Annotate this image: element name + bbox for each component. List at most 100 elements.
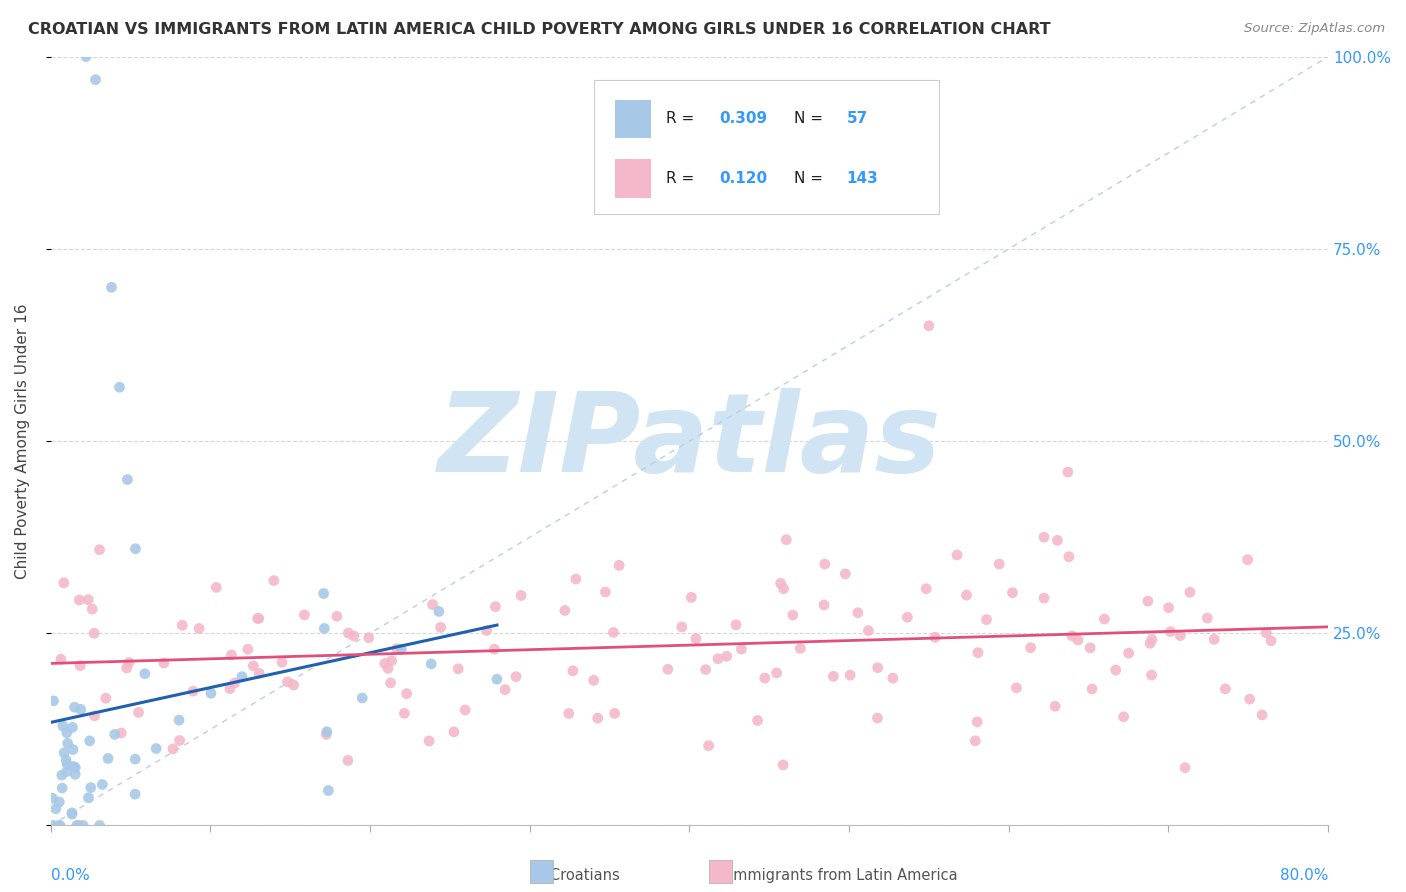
Point	[1140, 632, 1163, 647]
Point	[685, 632, 707, 646]
Point	[582, 673, 605, 688]
Point	[374, 657, 396, 671]
Point	[246, 611, 269, 625]
Point	[77, 592, 100, 607]
Text: Immigrants from Latin America: Immigrants from Latin America	[716, 868, 957, 883]
Point	[813, 598, 835, 612]
Point	[67, 593, 90, 607]
Point	[846, 606, 869, 620]
Point	[866, 661, 889, 675]
Text: 0.0%: 0.0%	[51, 868, 90, 883]
Point	[315, 727, 337, 741]
Point	[1168, 629, 1191, 643]
Point	[603, 706, 626, 721]
Point	[94, 691, 117, 706]
Point	[377, 661, 399, 675]
Point	[447, 662, 470, 676]
Text: Source: ZipAtlas.com: Source: ZipAtlas.com	[1244, 22, 1385, 36]
Point	[56, 736, 79, 750]
Point	[475, 624, 498, 638]
Point	[1019, 640, 1042, 655]
Point	[128, 706, 150, 720]
Point	[1046, 533, 1069, 548]
Point	[63, 700, 86, 714]
Point	[316, 724, 339, 739]
Point	[1105, 663, 1128, 677]
Point	[1081, 681, 1104, 696]
Point	[422, 598, 444, 612]
Point	[494, 682, 516, 697]
Point	[82, 602, 104, 616]
Point	[554, 603, 576, 617]
Point	[124, 752, 146, 766]
Text: N =: N =	[794, 171, 828, 186]
Point	[380, 676, 402, 690]
Point	[707, 652, 730, 666]
Y-axis label: Child Poverty Among Girls Under 16: Child Poverty Among Girls Under 16	[15, 303, 30, 579]
FancyBboxPatch shape	[616, 160, 651, 198]
Text: 0.309: 0.309	[718, 112, 768, 127]
Point	[242, 658, 264, 673]
Point	[108, 380, 131, 394]
Point	[657, 662, 679, 676]
Point	[66, 818, 89, 832]
Point	[420, 657, 443, 671]
Point	[343, 629, 366, 643]
Point	[443, 724, 465, 739]
Point	[124, 541, 146, 556]
Text: CROATIAN VS IMMIGRANTS FROM LATIN AMERICA CHILD POVERTY AMONG GIRLS UNDER 16 COR: CROATIAN VS IMMIGRANTS FROM LATIN AMERIC…	[28, 22, 1050, 37]
Point	[357, 631, 380, 645]
Point	[839, 668, 862, 682]
Point	[104, 727, 127, 741]
Point	[1092, 612, 1115, 626]
Point	[772, 758, 794, 772]
Point	[966, 646, 988, 660]
Point	[814, 557, 837, 571]
Point	[56, 757, 79, 772]
Point	[915, 582, 938, 596]
Point	[221, 648, 243, 662]
Point	[754, 671, 776, 685]
FancyBboxPatch shape	[530, 860, 553, 883]
Point	[1174, 761, 1197, 775]
Point	[395, 687, 418, 701]
Point	[1078, 640, 1101, 655]
Point	[205, 581, 228, 595]
Point	[510, 589, 533, 603]
Point	[782, 608, 804, 623]
FancyBboxPatch shape	[709, 860, 731, 883]
Point	[312, 586, 335, 600]
Point	[53, 746, 76, 760]
Point	[263, 574, 285, 588]
Point	[276, 674, 298, 689]
Point	[896, 610, 918, 624]
Point	[52, 719, 75, 733]
Point	[484, 599, 506, 614]
Point	[505, 670, 527, 684]
Point	[42, 694, 65, 708]
Point	[1215, 681, 1237, 696]
Point	[49, 652, 72, 666]
Point	[45, 802, 67, 816]
Point	[83, 626, 105, 640]
Point	[1236, 552, 1258, 566]
Point	[89, 818, 111, 832]
Point	[1060, 629, 1083, 643]
Point	[219, 681, 242, 696]
Point	[69, 702, 91, 716]
Point	[695, 663, 717, 677]
Point	[72, 818, 94, 832]
Point	[124, 787, 146, 801]
Point	[1197, 611, 1219, 625]
Point	[91, 777, 114, 791]
Point	[976, 613, 998, 627]
Point	[84, 72, 107, 87]
Point	[48, 818, 70, 832]
Point	[1067, 632, 1090, 647]
Point	[671, 620, 693, 634]
Point	[80, 780, 103, 795]
Point	[51, 780, 73, 795]
Point	[172, 618, 194, 632]
Point	[918, 318, 941, 333]
Text: Croatians: Croatians	[536, 868, 620, 883]
